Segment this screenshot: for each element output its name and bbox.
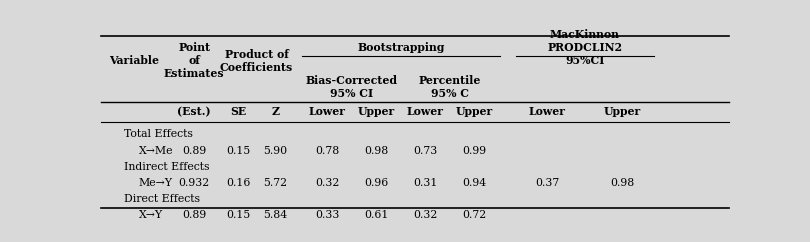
Text: 0.31: 0.31 — [413, 178, 437, 188]
Text: Total Effects: Total Effects — [125, 129, 194, 139]
Text: Upper: Upper — [455, 106, 492, 117]
Text: 0.89: 0.89 — [182, 210, 207, 220]
Text: 0.15: 0.15 — [226, 145, 250, 156]
Text: 0.89: 0.89 — [182, 145, 207, 156]
Text: X→Me: X→Me — [139, 145, 173, 156]
Text: 0.16: 0.16 — [226, 178, 250, 188]
Text: Lower: Lower — [407, 106, 444, 117]
Text: 0.98: 0.98 — [610, 178, 634, 188]
Text: X→Y: X→Y — [139, 210, 163, 220]
Text: Upper: Upper — [357, 106, 394, 117]
Text: 0.32: 0.32 — [315, 178, 339, 188]
Text: 0.78: 0.78 — [315, 145, 339, 156]
Text: Bias-Corrected
95% CI: Bias-Corrected 95% CI — [305, 75, 398, 99]
Text: 5.84: 5.84 — [263, 210, 288, 220]
Text: 0.72: 0.72 — [462, 210, 486, 220]
Text: 0.33: 0.33 — [315, 210, 339, 220]
Text: 5.72: 5.72 — [263, 178, 288, 188]
Text: 0.15: 0.15 — [226, 210, 250, 220]
Text: 0.32: 0.32 — [413, 210, 437, 220]
Text: Z: Z — [271, 106, 279, 117]
Text: 0.94: 0.94 — [462, 178, 486, 188]
Text: 0.96: 0.96 — [364, 178, 388, 188]
Text: 0.99: 0.99 — [462, 145, 486, 156]
Text: Upper: Upper — [603, 106, 641, 117]
Text: 0.932: 0.932 — [178, 178, 210, 188]
Text: Indirect Effects: Indirect Effects — [125, 162, 210, 172]
Text: Direct Effects: Direct Effects — [125, 194, 201, 204]
Text: (Est.): (Est.) — [177, 106, 211, 117]
Text: 0.73: 0.73 — [413, 145, 437, 156]
Text: Product of
Coefficients: Product of Coefficients — [220, 49, 293, 73]
Text: Variable: Variable — [109, 55, 159, 66]
Text: Lower: Lower — [309, 106, 346, 117]
Text: Percentile
95% C: Percentile 95% C — [419, 75, 481, 99]
Text: 5.90: 5.90 — [263, 145, 288, 156]
Text: SE: SE — [230, 106, 246, 117]
Text: Bootstrapping: Bootstrapping — [357, 42, 445, 53]
Text: Lower: Lower — [528, 106, 565, 117]
Text: 0.61: 0.61 — [364, 210, 388, 220]
Text: 0.37: 0.37 — [535, 178, 559, 188]
Text: Point
of
Estimates: Point of Estimates — [164, 42, 224, 79]
Text: Me→Y: Me→Y — [139, 178, 173, 188]
Text: 0.98: 0.98 — [364, 145, 388, 156]
Text: MacKinnon
PRODCLIN2
95%CI: MacKinnon PRODCLIN2 95%CI — [547, 29, 622, 66]
